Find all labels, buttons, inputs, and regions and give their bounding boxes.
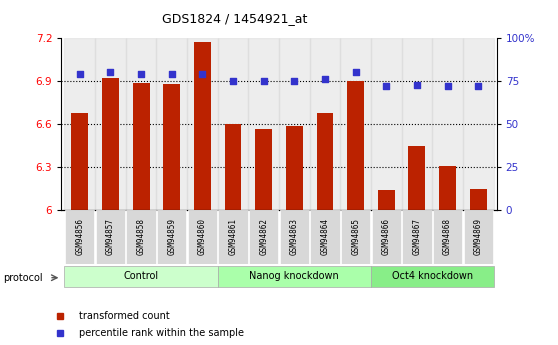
Bar — [156, 38, 187, 210]
Bar — [439, 166, 456, 210]
Bar — [347, 81, 364, 210]
FancyBboxPatch shape — [157, 210, 186, 264]
Bar — [463, 38, 494, 210]
Point — [229, 78, 238, 84]
Text: GSM94859: GSM94859 — [167, 218, 176, 255]
Text: GSM94867: GSM94867 — [412, 218, 421, 255]
Bar — [255, 128, 272, 210]
Bar — [95, 38, 126, 210]
Bar — [286, 126, 303, 210]
Point — [198, 71, 207, 77]
FancyBboxPatch shape — [371, 266, 494, 287]
Bar — [432, 38, 463, 210]
FancyBboxPatch shape — [64, 266, 218, 287]
Point — [259, 78, 268, 84]
Point — [474, 83, 483, 89]
Bar — [310, 38, 340, 210]
Point — [443, 83, 452, 89]
Text: GSM94866: GSM94866 — [382, 218, 391, 255]
FancyBboxPatch shape — [249, 210, 278, 264]
FancyBboxPatch shape — [372, 210, 401, 264]
FancyBboxPatch shape — [187, 210, 217, 264]
Bar — [224, 124, 242, 210]
Bar — [102, 78, 119, 210]
Point — [412, 82, 421, 87]
Text: GSM94864: GSM94864 — [320, 218, 329, 255]
Bar — [340, 38, 371, 210]
Text: GSM94860: GSM94860 — [198, 218, 207, 255]
Bar — [378, 190, 395, 210]
Text: GSM94868: GSM94868 — [443, 218, 452, 255]
Text: GSM94865: GSM94865 — [351, 218, 360, 255]
Bar — [187, 38, 218, 210]
Bar — [64, 38, 95, 210]
FancyBboxPatch shape — [65, 210, 94, 264]
FancyBboxPatch shape — [126, 210, 156, 264]
Point — [106, 70, 115, 75]
Bar — [470, 189, 487, 210]
Bar — [163, 84, 180, 210]
Point — [320, 77, 329, 82]
FancyBboxPatch shape — [280, 210, 309, 264]
Bar — [316, 113, 334, 210]
FancyBboxPatch shape — [402, 210, 432, 264]
Text: protocol: protocol — [3, 273, 42, 283]
FancyBboxPatch shape — [433, 210, 462, 264]
Bar — [402, 38, 432, 210]
Bar — [133, 82, 150, 210]
Point — [75, 71, 84, 77]
Text: GSM94858: GSM94858 — [137, 218, 146, 255]
Text: GSM94857: GSM94857 — [106, 218, 115, 255]
FancyBboxPatch shape — [310, 210, 340, 264]
Text: GSM94862: GSM94862 — [259, 218, 268, 255]
FancyBboxPatch shape — [341, 210, 371, 264]
Bar — [248, 38, 279, 210]
Text: percentile rank within the sample: percentile rank within the sample — [79, 328, 244, 338]
FancyBboxPatch shape — [218, 266, 371, 287]
Bar — [371, 38, 402, 210]
Point — [167, 71, 176, 77]
Text: GSM94861: GSM94861 — [229, 218, 238, 255]
FancyBboxPatch shape — [218, 210, 248, 264]
Text: GDS1824 / 1454921_at: GDS1824 / 1454921_at — [162, 12, 307, 25]
Point — [382, 83, 391, 89]
Bar — [218, 38, 248, 210]
Bar — [408, 146, 425, 210]
Bar — [71, 113, 88, 210]
Bar — [126, 38, 156, 210]
Text: transformed count: transformed count — [79, 311, 170, 321]
Text: Control: Control — [123, 271, 158, 281]
Bar — [279, 38, 310, 210]
FancyBboxPatch shape — [464, 210, 493, 264]
Point — [351, 70, 360, 75]
Point — [290, 78, 299, 84]
FancyBboxPatch shape — [96, 210, 125, 264]
Text: GSM94863: GSM94863 — [290, 218, 299, 255]
Text: GSM94856: GSM94856 — [75, 218, 84, 255]
Text: Nanog knockdown: Nanog knockdown — [249, 271, 339, 281]
Text: Oct4 knockdown: Oct4 knockdown — [392, 271, 473, 281]
Text: GSM94869: GSM94869 — [474, 218, 483, 255]
Bar — [194, 42, 211, 210]
Point — [137, 71, 146, 77]
